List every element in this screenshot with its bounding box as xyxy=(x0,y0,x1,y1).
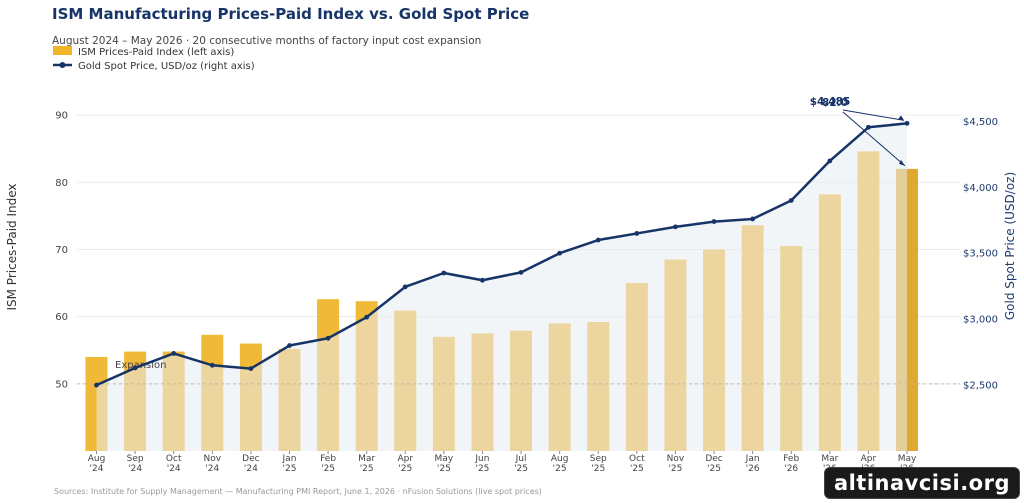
y-axis-label-left: ISM Prices-Paid Index xyxy=(5,183,19,310)
gold-point-8 xyxy=(402,284,408,290)
source-note: Sources: Institute for Supply Management… xyxy=(54,487,542,496)
legend: ISM Prices-Paid Index (left axis) Gold S… xyxy=(53,46,255,72)
annotation-ism: 82.0 xyxy=(822,97,848,109)
x-tick-month-12: Aug xyxy=(551,454,569,464)
annotation-gold-arrow xyxy=(842,109,905,121)
x-tick-month-10: Jun xyxy=(474,454,489,464)
watermark: altinavcisi.org xyxy=(823,467,1020,499)
y-axis-label-right: Gold Spot Price (USD/oz) xyxy=(1003,172,1017,320)
gold-area xyxy=(96,123,907,451)
gold-area-fill xyxy=(96,123,907,451)
gold-point-19 xyxy=(827,158,833,164)
annotation-ism-arrowhead xyxy=(899,159,905,166)
x-tick-year-12: '25 xyxy=(553,464,567,474)
x-tick-year-2: '24 xyxy=(167,464,181,474)
x-tick-month-21: May xyxy=(898,454,917,464)
x-tick-month-17: Jan xyxy=(745,454,760,464)
gold-point-14 xyxy=(634,231,640,236)
x-tick-year-8: '25 xyxy=(398,464,412,474)
x-tick-year-6: '25 xyxy=(321,464,335,474)
gold-point-15 xyxy=(673,224,678,230)
gold-point-18 xyxy=(788,198,794,203)
y-tick-right-2500: $2,500 xyxy=(963,381,998,392)
x-tick-month-16: Dec xyxy=(705,454,722,464)
x-tick-year-16: '25 xyxy=(707,464,721,474)
gold-point-6 xyxy=(325,335,331,341)
gold-line xyxy=(94,120,910,388)
x-tick-year-0: '24 xyxy=(90,464,104,474)
x-tick-month-1: Sep xyxy=(127,454,144,464)
x-tick-month-3: Nov xyxy=(203,454,221,464)
annotation-gold-arrowhead xyxy=(898,115,904,121)
gold-point-2 xyxy=(171,351,177,356)
x-tick-month-7: Mar xyxy=(358,454,375,464)
x-tick-month-15: Nov xyxy=(667,454,685,464)
gold-point-10 xyxy=(480,277,485,283)
gold-point-1 xyxy=(132,365,138,371)
y-tick-left-60: 60 xyxy=(55,312,68,323)
x-tick-month-13: Sep xyxy=(590,454,607,464)
gold-point-4 xyxy=(248,366,254,371)
x-tick-month-20: Apr xyxy=(861,454,877,464)
gold-point-20 xyxy=(866,124,871,130)
chart-title: ISM Manufacturing Prices-Paid Index vs. … xyxy=(52,5,529,23)
x-tick-year-17: '26 xyxy=(746,464,760,474)
x-tick-year-11: '25 xyxy=(514,464,528,474)
x-tick-month-18: Feb xyxy=(783,454,799,464)
x-tick-year-18: '26 xyxy=(784,464,798,474)
y-tick-left-50: 50 xyxy=(55,379,68,390)
x-tick-month-8: Apr xyxy=(397,454,413,464)
gold-point-11 xyxy=(518,269,524,275)
gold-point-12 xyxy=(557,250,563,256)
x-tick-month-5: Jan xyxy=(282,454,297,464)
x-axis: Aug'24Sep'24Oct'24Nov'24Dec'24Jan'25Feb'… xyxy=(88,451,917,474)
annotation-gold: $4,485 xyxy=(810,96,851,108)
chart-subtitle: August 2024 – May 2026 · 20 consecutive … xyxy=(52,35,481,47)
x-tick-year-3: '24 xyxy=(205,464,219,474)
x-tick-month-6: Feb xyxy=(320,454,336,464)
x-tick-month-9: May xyxy=(435,454,454,464)
x-tick-month-14: Oct xyxy=(629,454,645,464)
x-tick-year-4: '24 xyxy=(244,464,258,474)
annotations: 82.0$4,485 xyxy=(810,96,906,167)
gold-point-3 xyxy=(209,362,215,368)
y-tick-left-90: 90 xyxy=(55,111,68,122)
x-tick-year-10: '25 xyxy=(475,464,489,474)
x-tick-year-1: '24 xyxy=(128,464,142,474)
x-tick-month-19: Mar xyxy=(821,454,838,464)
gold-point-0 xyxy=(94,382,99,388)
right-axis: $2,500 $3,000 $3,500 $4,000 $4,500 xyxy=(963,117,998,392)
x-tick-year-15: '25 xyxy=(668,464,682,474)
x-tick-month-4: Dec xyxy=(242,454,259,464)
legend-line-label: Gold Spot Price, USD/oz (right axis) xyxy=(78,61,255,72)
x-tick-month-11: Jul xyxy=(515,454,527,464)
y-tick-right-4000: $4,000 xyxy=(963,183,998,194)
y-tick-left-80: 80 xyxy=(55,178,68,189)
gold-point-17 xyxy=(750,216,756,222)
gold-point-16 xyxy=(711,219,717,224)
gold-point-5 xyxy=(287,343,292,348)
x-tick-year-9: '25 xyxy=(437,464,451,474)
gold-point-13 xyxy=(595,237,601,243)
legend-bar-swatch xyxy=(53,46,72,55)
legend-bar-label: ISM Prices-Paid Index (left axis) xyxy=(78,47,234,58)
annotation-ism-arrow xyxy=(842,111,906,167)
x-tick-month-2: Oct xyxy=(166,454,182,464)
gold-point-7 xyxy=(364,314,370,320)
left-axis: 50 60 70 80 90 xyxy=(55,111,68,391)
y-tick-right-4500: $4,500 xyxy=(963,117,998,128)
x-tick-year-5: '25 xyxy=(283,464,297,474)
gold-line-path xyxy=(95,122,908,387)
y-tick-right-3000: $3,000 xyxy=(963,315,998,326)
x-tick-month-0: Aug xyxy=(88,454,106,464)
y-tick-left-70: 70 xyxy=(55,245,68,256)
x-tick-year-14: '25 xyxy=(630,464,644,474)
x-tick-year-7: '25 xyxy=(360,464,374,474)
gold-point-9 xyxy=(441,270,447,276)
y-tick-right-3500: $3,500 xyxy=(963,249,998,260)
gold-point-21 xyxy=(904,120,910,126)
legend-line-marker xyxy=(59,62,66,68)
x-tick-year-13: '25 xyxy=(591,464,605,474)
